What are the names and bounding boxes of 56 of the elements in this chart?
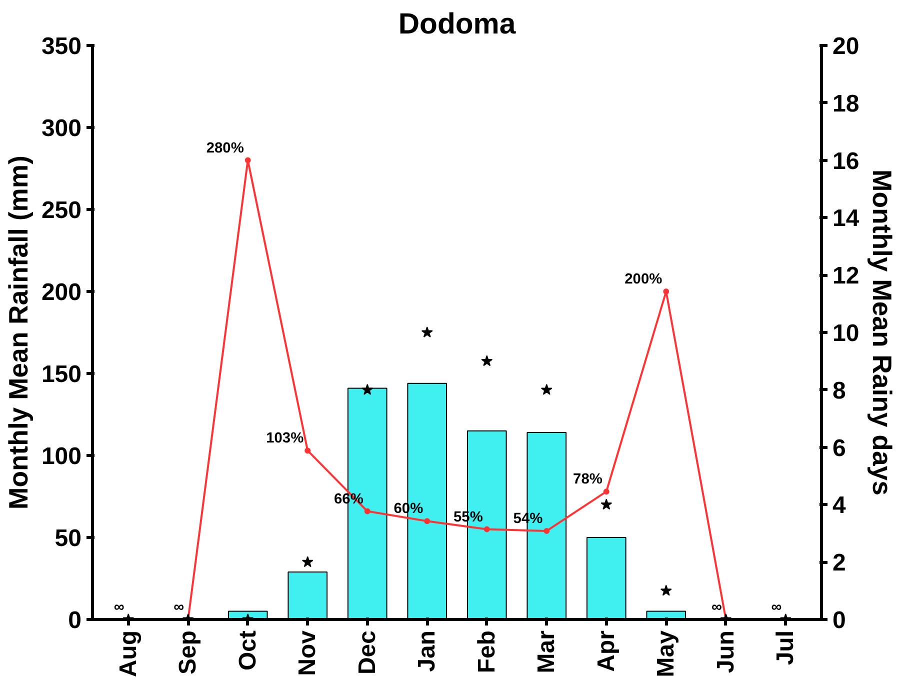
y-tick-label: 0 — [68, 607, 82, 634]
x-tick-label: Feb — [473, 630, 500, 674]
y2-tick-label: 20 — [832, 33, 860, 60]
x-tick-label: Jul — [772, 630, 800, 666]
point — [304, 448, 311, 454]
point — [540, 384, 552, 395]
data-label: ∞ — [114, 600, 124, 616]
x-tick-label: Jan — [414, 630, 441, 672]
x-tick-label: Dec — [354, 630, 381, 675]
point — [484, 526, 490, 532]
chart-title: Dodoma — [398, 8, 516, 40]
y2-tick-label: 8 — [832, 377, 846, 404]
y2-tick-label: 10 — [832, 320, 860, 347]
point — [421, 326, 433, 338]
y-tick-label: 350 — [41, 33, 82, 60]
x-tick-label: May — [652, 630, 680, 678]
point — [544, 528, 550, 534]
y-tick-label: 150 — [41, 361, 82, 388]
data-label: 103% — [266, 430, 304, 447]
y2-axis-title: Monthly Mean Rainy days — [867, 170, 898, 496]
point — [603, 488, 610, 495]
x-tick-label: Oct — [234, 630, 262, 671]
y-tick-label: 300 — [41, 115, 82, 142]
x-tick-label: Sep — [174, 630, 202, 675]
point — [244, 157, 251, 164]
y2-tick-label: 18 — [832, 90, 860, 118]
y-tick-label: 200 — [41, 279, 82, 306]
data-label: ∞ — [711, 600, 722, 616]
point — [362, 384, 374, 395]
x-tick-label: Apr — [592, 630, 620, 672]
y2-tick-label: 6 — [832, 434, 846, 462]
data-label: 66% — [334, 491, 364, 508]
x-tick-label: Jun — [712, 630, 740, 674]
y2-tick-label: 2 — [832, 550, 846, 577]
point — [600, 498, 612, 510]
x-tick-label: Nov — [294, 630, 322, 676]
data-label: 78% — [573, 472, 602, 488]
data-label: 280% — [206, 140, 244, 156]
y2-tick-label: 14 — [832, 205, 860, 232]
y2-tick-label: 0 — [832, 607, 846, 634]
point — [424, 518, 430, 524]
data-label: ∞ — [771, 600, 782, 616]
y2-tick-label: 4 — [832, 492, 846, 520]
y-tick-label: 250 — [41, 197, 82, 224]
y2-tick-label: 16 — [832, 148, 860, 175]
point — [364, 508, 370, 514]
x-tick-label: Aug — [114, 630, 142, 678]
y-tick-label: 50 — [54, 525, 82, 552]
data-label: 200% — [624, 272, 662, 288]
data-label: ∞ — [174, 600, 184, 616]
point — [663, 288, 670, 294]
x-tick-label: Mar — [533, 630, 560, 674]
point — [481, 355, 493, 366]
y-tick-label: 100 — [41, 443, 82, 470]
y2-tick-label: 12 — [832, 262, 860, 290]
y-axis-title: Monthly Mean Rainfall (mm) — [3, 156, 34, 510]
